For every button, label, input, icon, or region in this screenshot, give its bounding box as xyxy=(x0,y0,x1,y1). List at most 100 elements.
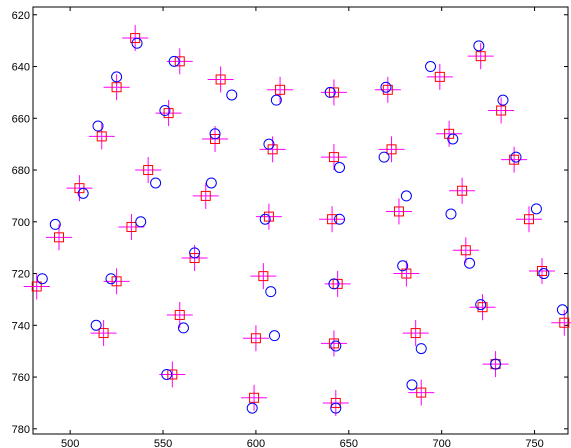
cross-square-point xyxy=(250,263,277,290)
square-marker xyxy=(163,108,174,119)
square-marker xyxy=(275,84,286,95)
square-marker xyxy=(96,131,107,142)
square-marker xyxy=(126,221,137,232)
cross-square-point xyxy=(408,379,435,406)
cross-square-point xyxy=(241,384,268,411)
cross-square-point xyxy=(192,182,219,209)
square-marker xyxy=(215,74,226,85)
x-tick-label: 600 xyxy=(247,438,265,448)
square-marker xyxy=(167,369,178,380)
square-marker xyxy=(559,317,570,328)
circle-point xyxy=(415,343,427,355)
square-marker xyxy=(457,185,468,196)
circle-point xyxy=(425,61,437,73)
x-axis-ticks: 500 550 600 650 700 750 xyxy=(61,7,544,448)
square-marker xyxy=(174,56,185,67)
circle-point xyxy=(135,216,147,228)
cross-square-point xyxy=(159,361,186,388)
circle-point xyxy=(268,330,280,342)
cross-square-point xyxy=(88,123,115,150)
cross-square-point xyxy=(267,76,294,103)
cross-square-point xyxy=(90,320,117,347)
cross-square-point xyxy=(320,330,347,357)
circle-point xyxy=(330,340,342,352)
square-marker xyxy=(143,165,154,176)
y-tick-label: 660 xyxy=(12,113,30,125)
y-tick-label: 780 xyxy=(12,424,30,436)
circle-point xyxy=(530,203,542,215)
circle-point xyxy=(265,286,277,298)
circle-point xyxy=(538,268,550,280)
y-tick-label: 740 xyxy=(12,320,30,332)
circle-point xyxy=(490,358,502,370)
circle-point xyxy=(226,89,238,101)
cross-square-point xyxy=(528,257,555,284)
cross-square-point xyxy=(501,146,528,173)
x-tick-label: 550 xyxy=(154,438,172,448)
cross-square-point xyxy=(515,206,542,233)
series-circles xyxy=(36,37,568,414)
square-marker xyxy=(54,232,65,243)
x-tick-label: 700 xyxy=(433,438,451,448)
circle-point xyxy=(189,247,201,259)
square-marker xyxy=(111,276,122,287)
cross-square-point xyxy=(452,237,479,264)
circle-point xyxy=(105,273,117,285)
circle-point xyxy=(150,177,162,189)
circle-point xyxy=(259,213,271,225)
y-tick-label: 700 xyxy=(12,217,30,229)
cross-square-point xyxy=(402,320,429,347)
circle-point xyxy=(556,304,568,316)
circle-point xyxy=(205,177,217,189)
cross-square-point xyxy=(488,97,515,124)
cross-square-point xyxy=(469,294,496,321)
square-marker xyxy=(210,133,221,144)
circle-point xyxy=(397,260,409,272)
x-tick-label: 500 xyxy=(61,438,79,448)
cross-square-point xyxy=(426,63,453,90)
circle-point xyxy=(473,40,485,52)
circle-point xyxy=(77,187,89,199)
square-marker xyxy=(111,82,122,93)
cross-square-point xyxy=(23,273,50,300)
cross-square-point xyxy=(242,325,269,352)
circle-point xyxy=(475,299,487,311)
cross-square-point xyxy=(166,301,193,328)
square-marker xyxy=(382,84,393,95)
square-marker xyxy=(386,144,397,155)
square-marker xyxy=(31,281,42,292)
circle-point xyxy=(400,190,412,202)
cross-square-point xyxy=(449,177,476,204)
cross-square-point xyxy=(103,74,130,101)
circle-point xyxy=(334,161,346,173)
circle-point xyxy=(378,151,390,163)
circle-point xyxy=(445,208,457,220)
square-marker xyxy=(328,152,339,163)
y-tick-label: 680 xyxy=(12,165,30,177)
circle-point xyxy=(209,128,221,140)
square-marker xyxy=(332,278,343,289)
circle-point xyxy=(177,322,189,334)
square-marker xyxy=(130,33,141,44)
cross-square-point xyxy=(207,66,234,93)
square-marker xyxy=(328,87,339,98)
square-marker xyxy=(258,271,269,282)
square-marker xyxy=(98,328,109,339)
circle-point xyxy=(49,218,61,230)
square-marker xyxy=(249,392,260,403)
circle-point xyxy=(464,257,476,269)
square-marker xyxy=(393,206,404,217)
y-tick-label: 720 xyxy=(12,269,30,281)
circle-point xyxy=(159,105,171,117)
square-marker xyxy=(174,309,185,320)
square-marker xyxy=(330,397,341,408)
cross-square-point xyxy=(103,268,130,295)
x-tick-label: 750 xyxy=(525,438,543,448)
circle-point xyxy=(406,379,418,391)
circle-point xyxy=(161,368,173,380)
y-tick-label: 760 xyxy=(12,372,30,384)
circle-point xyxy=(324,86,336,98)
circle-point xyxy=(330,402,342,414)
circle-point xyxy=(131,37,143,49)
